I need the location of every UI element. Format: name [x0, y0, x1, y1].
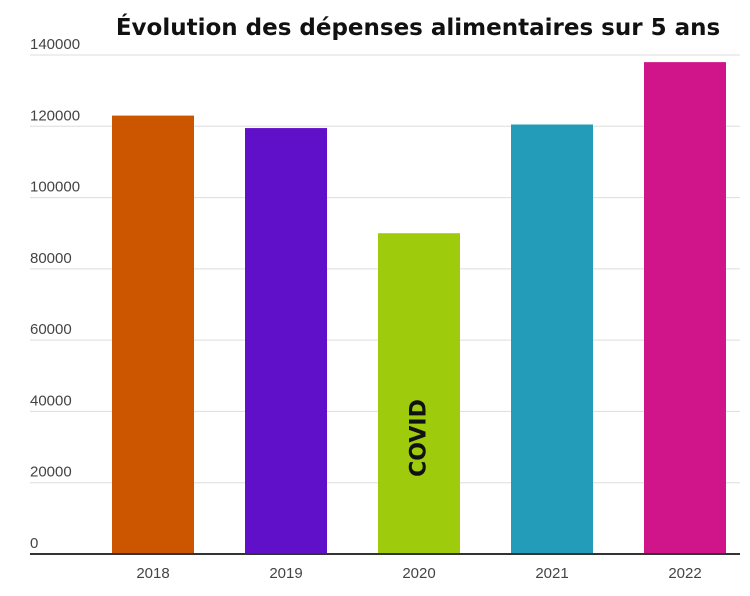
x-tick-label: 2022 [668, 565, 701, 582]
y-tick-label: 100000 [30, 179, 80, 196]
y-tick-label: 20000 [30, 464, 72, 481]
y-axis-ticks: 0 20000 40000 60000 80000 100000 120000 140000 [30, 36, 80, 552]
y-tick-label: 40000 [30, 392, 72, 409]
bar-2022 [644, 62, 726, 554]
x-tick-label: 2018 [136, 565, 169, 582]
x-axis-ticks: 2018 2019 2020 2021 2022 [136, 565, 701, 582]
bars [112, 62, 726, 554]
bar-2019 [245, 128, 327, 554]
y-tick-label: 140000 [30, 36, 80, 53]
covid-annotation: COVID [407, 399, 432, 477]
x-tick-label: 2021 [535, 565, 568, 582]
annotations: COVID [407, 399, 432, 477]
chart-title: Évolution des dépenses alimentaires sur … [116, 13, 720, 41]
y-tick-label: 0 [30, 535, 38, 552]
x-tick-label: 2019 [269, 565, 302, 582]
bar-2018 [112, 115, 194, 554]
x-tick-label: 2020 [402, 565, 435, 582]
bar-2020 [378, 233, 460, 554]
y-tick-label: 120000 [30, 107, 80, 124]
bar-2021 [511, 124, 593, 554]
y-tick-label: 80000 [30, 250, 72, 267]
y-tick-label: 60000 [30, 321, 72, 338]
